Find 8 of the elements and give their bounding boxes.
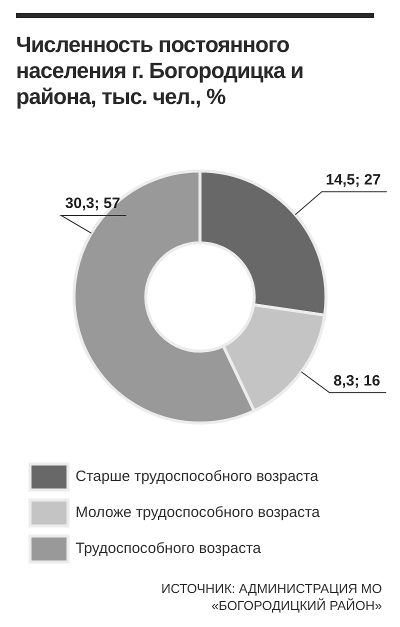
data-label: 30,3; 57 — [65, 195, 120, 212]
text: ИСТОЧНИК: АДМИНИСТРАЦИЯ МО «БОГОРОДИЦКИЙ РАЙОН» — [160, 580, 382, 614]
data-label: 14,5; 27 — [326, 171, 381, 188]
chart-title: Численность постоянного населения г. Богородицка и района, тыс. чел., % — [16, 32, 304, 110]
legend-label: Старше трудоспособного возраста — [76, 468, 319, 486]
data-label: 8,3; 16 — [334, 372, 380, 390]
legend-label: Трудоспособного возраста — [76, 540, 262, 558]
legend-label: Моложе трудоспособного возраста — [76, 504, 321, 522]
